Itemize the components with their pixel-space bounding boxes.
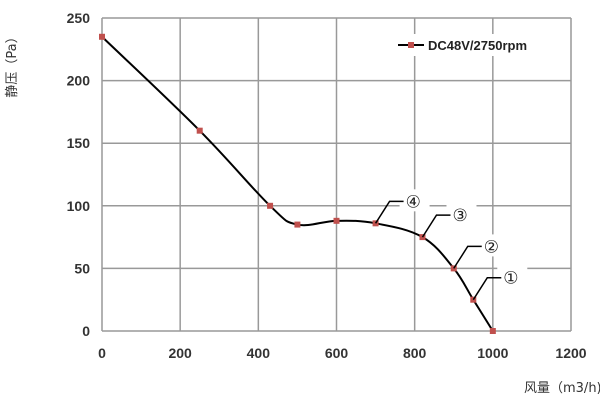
y-tick-label: 0 xyxy=(82,323,90,339)
y-tick-label: 200 xyxy=(67,73,91,89)
tick-labels: 0 200 400 600 800 1000 1200 0 50 100 150 200 250 xyxy=(67,10,587,361)
data-point xyxy=(333,217,340,224)
x-tick-label: 0 xyxy=(98,345,106,361)
data-point xyxy=(294,221,301,228)
annotation-leader xyxy=(453,245,482,269)
annotation-label: ① xyxy=(503,269,518,289)
x-tick-label: 800 xyxy=(403,345,427,361)
x-tick-label: 1200 xyxy=(555,345,586,361)
data-point xyxy=(196,127,203,134)
y-tick-label: 150 xyxy=(67,135,91,151)
x-tick-label: 600 xyxy=(325,345,349,361)
grid xyxy=(101,17,572,332)
annotations: ④ ③②① xyxy=(374,189,528,301)
legend-background xyxy=(392,34,562,56)
x-tick-label: 200 xyxy=(168,345,192,361)
data-point xyxy=(99,33,105,40)
series-layer xyxy=(99,33,496,334)
annotation-background xyxy=(446,203,477,226)
y-axis-label: 静压（Pa） xyxy=(5,30,20,97)
annotation-background xyxy=(399,189,430,212)
annotation-leader xyxy=(374,200,404,224)
y-tick-label: 250 xyxy=(67,10,91,26)
y-tick-label: 50 xyxy=(74,260,90,276)
legend: DC48V/2750rpm xyxy=(398,38,527,53)
annotation-background xyxy=(497,265,528,288)
annotation-leader xyxy=(472,276,502,301)
data-point xyxy=(267,202,274,209)
x-tick-label: 1000 xyxy=(477,345,508,361)
x-axis-label: 风量（m3/h) xyxy=(524,381,600,396)
annotation-leader xyxy=(421,214,451,238)
y-tick-label: 100 xyxy=(67,198,91,214)
annotation-label: ② xyxy=(484,237,499,257)
annotation-label: ④ xyxy=(406,192,421,212)
annotation-background xyxy=(477,234,508,257)
data-point xyxy=(489,328,496,334)
annotation-label: ③ xyxy=(452,206,467,226)
x-tick-label: 400 xyxy=(247,345,271,361)
legend-label: DC48V/2750rpm xyxy=(428,38,527,53)
legend-marker xyxy=(408,42,414,48)
